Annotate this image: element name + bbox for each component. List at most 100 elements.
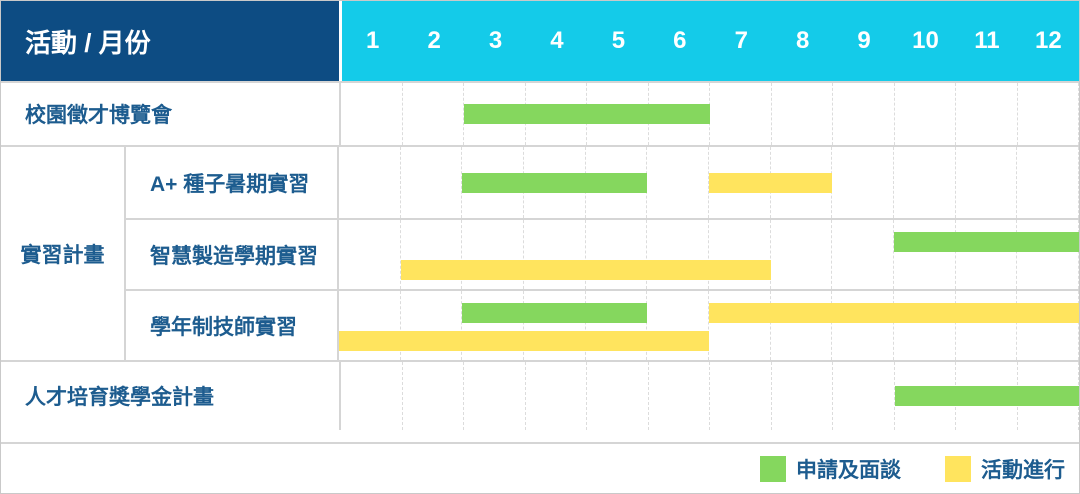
activity-label: 人才培育獎學金計畫 bbox=[25, 386, 214, 409]
month-column bbox=[647, 147, 710, 218]
month-column bbox=[894, 291, 956, 360]
month-column bbox=[401, 220, 463, 289]
month-label: 6 bbox=[673, 27, 687, 54]
month-label: 7 bbox=[734, 27, 748, 54]
gantt-bar-green bbox=[464, 104, 710, 124]
chart-cell bbox=[337, 220, 1079, 289]
month-column bbox=[771, 220, 833, 289]
month-column bbox=[771, 291, 833, 360]
activity-group-row: 實習計畫 A+ 種子暑期實習 智慧製造學期實習 學年制技師實習 bbox=[1, 145, 1079, 360]
month-label: 4 bbox=[550, 27, 564, 54]
month-column bbox=[710, 362, 772, 430]
month-label: 5 bbox=[611, 27, 626, 54]
month-column bbox=[956, 220, 1018, 289]
activity-row: 人才培育獎學金計畫 bbox=[1, 360, 1079, 430]
month-column bbox=[524, 220, 586, 289]
legend-label: 活動進行 bbox=[981, 458, 1065, 482]
month-column bbox=[647, 291, 710, 360]
gantt-bar-yellow bbox=[400, 260, 771, 280]
chart-cell bbox=[337, 291, 1079, 360]
month-column bbox=[647, 220, 710, 289]
month-column bbox=[833, 362, 895, 430]
month-column bbox=[894, 147, 956, 218]
activity-sublabel: A+ 種子暑期實習 bbox=[150, 172, 310, 196]
month-column bbox=[832, 220, 895, 289]
chart-cell bbox=[339, 362, 1079, 430]
month-column bbox=[339, 291, 401, 360]
month-column bbox=[341, 362, 403, 430]
month-column bbox=[956, 147, 1018, 218]
month-column bbox=[339, 220, 401, 289]
month-column bbox=[649, 362, 710, 430]
month-label: 8 bbox=[795, 27, 810, 54]
header-title: 活動 / 月份 bbox=[25, 27, 151, 58]
month-column bbox=[462, 291, 525, 360]
month-column bbox=[709, 291, 771, 360]
gantt-bar-yellow bbox=[709, 303, 1079, 323]
month-column bbox=[403, 83, 464, 145]
month-column bbox=[524, 291, 586, 360]
month-column bbox=[339, 147, 401, 218]
month-column bbox=[709, 220, 771, 289]
month-column bbox=[772, 362, 833, 430]
month-column bbox=[401, 291, 463, 360]
activity-subrow: 智慧製造學期實習 bbox=[126, 218, 1079, 289]
gantt-bar-yellow bbox=[709, 172, 833, 193]
chart-cell bbox=[339, 83, 1079, 145]
month-column bbox=[464, 362, 526, 430]
month-column bbox=[1017, 291, 1079, 360]
month-column bbox=[895, 83, 956, 145]
month-column bbox=[401, 147, 463, 218]
month-column bbox=[341, 83, 403, 145]
activity-label: 校園徵才博覽會 bbox=[25, 104, 172, 127]
month-column bbox=[894, 220, 956, 289]
month-label: 3 bbox=[488, 27, 503, 54]
chart-cell bbox=[337, 147, 1079, 218]
month-column bbox=[526, 362, 587, 430]
month-label: 1 bbox=[366, 27, 380, 54]
legend-item: 申請及面談 bbox=[760, 454, 901, 484]
month-column bbox=[956, 83, 1018, 145]
month-column bbox=[1017, 147, 1079, 218]
activity-row: 校園徵才博覽會 bbox=[1, 81, 1079, 145]
month-label: 12 bbox=[1035, 27, 1062, 54]
group-label: 實習計畫 bbox=[1, 147, 126, 360]
month-column bbox=[1018, 83, 1079, 145]
activity-sublabel: 智慧製造學期實習 bbox=[150, 244, 318, 268]
month-label: 2 bbox=[427, 27, 441, 54]
month-column bbox=[832, 291, 895, 360]
activity-sublabel: 學年制技師實習 bbox=[150, 315, 297, 339]
month-column bbox=[710, 83, 772, 145]
activity-subrow: 學年制技師實習 bbox=[126, 289, 1079, 360]
gantt-bar-green bbox=[894, 232, 1079, 252]
gantt-bar-yellow bbox=[339, 331, 709, 351]
legend-label: 申請及面談 bbox=[796, 458, 901, 482]
month-label: 11 bbox=[974, 27, 1000, 54]
month-column bbox=[772, 83, 833, 145]
month-column bbox=[462, 220, 525, 289]
month-column bbox=[833, 83, 895, 145]
legend: 申請及面談 活動進行 bbox=[1, 442, 1079, 493]
month-column bbox=[586, 220, 648, 289]
legend-item: 活動進行 bbox=[945, 454, 1065, 484]
gantt-bar-green bbox=[462, 303, 648, 323]
month-column bbox=[587, 362, 649, 430]
legend-swatch-yellow bbox=[945, 455, 971, 482]
month-column bbox=[956, 291, 1018, 360]
gantt-bar-green bbox=[462, 172, 648, 193]
month-label: 10 bbox=[912, 27, 939, 54]
activity-subrow: A+ 種子暑期實習 bbox=[126, 147, 1079, 218]
months-header: 1 2 3 4 5 6 7 8 9 10 11 12 bbox=[342, 1, 1079, 81]
month-column bbox=[403, 362, 464, 430]
legend-swatch-green bbox=[760, 455, 786, 482]
month-column bbox=[586, 291, 648, 360]
header-row: 活動 / 月份 1 2 3 4 5 6 7 8 9 10 11 12 bbox=[1, 1, 1079, 81]
month-column bbox=[1017, 220, 1079, 289]
header-title-cell: 活動 / 月份 bbox=[1, 1, 339, 81]
gantt-bar-green bbox=[894, 386, 1079, 406]
month-column bbox=[832, 147, 895, 218]
gantt-rows: 校園徵才博覽會 實習計畫 A+ 種子暑期實習 智慧製造學期實習 學年制技師實習 人才培育獎… bbox=[1, 81, 1079, 442]
group-subrows: A+ 種子暑期實習 智慧製造學期實習 學年制技師實習 bbox=[126, 147, 1079, 360]
month-label: 9 bbox=[857, 27, 871, 54]
